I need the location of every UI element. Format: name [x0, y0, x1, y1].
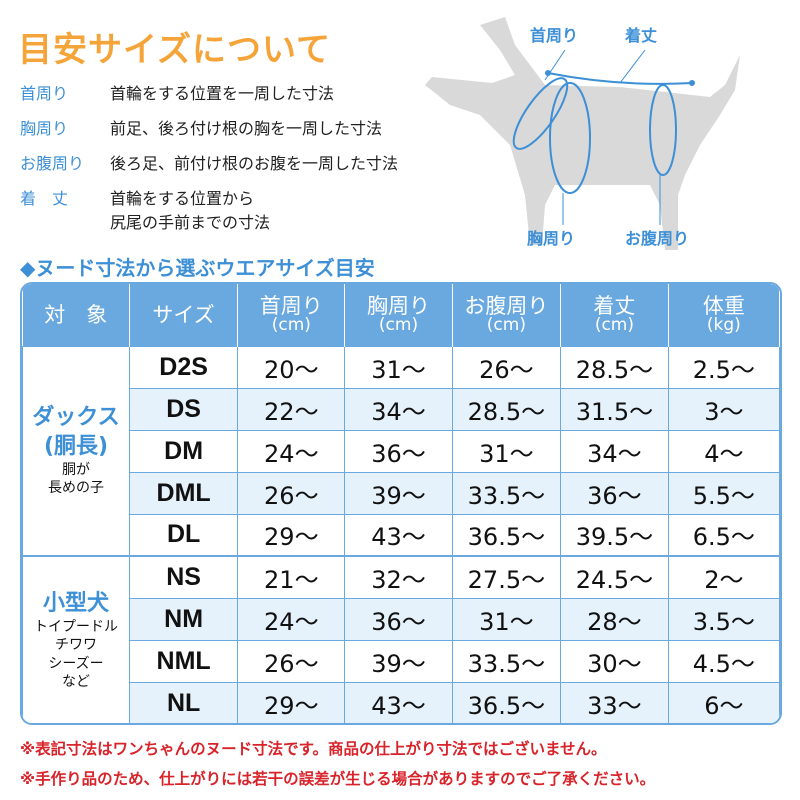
- value-cell: 2.5〜: [667, 345, 780, 389]
- column-header: サイズ: [129, 284, 239, 346]
- definition-belly: お腹周り 後ろ足、前付け根のお腹を一周した寸法: [20, 154, 399, 173]
- size-cell: NM: [129, 597, 239, 641]
- table-row: DS 22〜 34〜 28.5〜 31.5〜 3〜: [23, 387, 780, 431]
- value-cell: 27.5〜: [451, 555, 562, 599]
- label-neck: 首周り: [530, 26, 579, 45]
- label-belly: お腹周り: [625, 229, 690, 248]
- value-cell: 3.5〜: [667, 597, 780, 641]
- value-cell: 24〜: [237, 429, 346, 473]
- table-row: DML 26〜 39〜 33.5〜 36〜 5.5〜: [23, 471, 780, 515]
- value-cell: 36.5〜: [451, 681, 562, 723]
- value-cell: 5.5〜: [667, 471, 780, 515]
- size-cell: NS: [129, 555, 239, 599]
- size-cell: DM: [129, 429, 239, 473]
- value-cell: 34〜: [560, 429, 669, 473]
- size-cell: D2S: [129, 345, 239, 389]
- value-cell: 31〜: [451, 597, 562, 641]
- table-row: NL 29〜 43〜 36.5〜 33〜 6〜: [23, 681, 780, 723]
- value-cell: 28〜: [560, 597, 669, 641]
- value-cell: 24〜: [237, 597, 346, 641]
- value-cell: 21〜: [237, 555, 346, 599]
- size-cell: DS: [129, 387, 239, 431]
- value-cell: 31.5〜: [560, 387, 669, 431]
- value-cell: 30〜: [560, 639, 669, 683]
- value-cell: 6〜: [667, 681, 780, 723]
- definition-chest: 胸周り 前足、後ろ付け根の胸を一周した寸法: [20, 119, 383, 138]
- table-row: NM 24〜 36〜 31〜 28〜 3.5〜: [23, 597, 780, 641]
- table-row: ダックス (胴長) 胴が 長めの子 D2S 20〜 31〜 26〜 28.5〜 2.5〜: [22, 345, 780, 557]
- note-2: ※手作り品のため、仕上がりには若干の誤差が生じる場合がありますのでご了承ください…: [20, 770, 656, 788]
- table-row: NML 26〜 39〜 33.5〜 30〜 4.5〜: [23, 639, 780, 683]
- column-header: 胸周り (cm): [344, 284, 453, 346]
- size-cell: DML: [129, 471, 239, 515]
- size-cell: NL: [129, 681, 239, 723]
- value-cell: 36〜: [560, 471, 669, 515]
- value-cell: 29〜: [237, 513, 346, 557]
- column-header: 体重 (kg): [668, 284, 780, 346]
- section-title: ◆ヌード寸法から選ぶウエアサイズ目安: [20, 256, 375, 280]
- value-cell: 26〜: [237, 471, 346, 515]
- value-cell: 6.5〜: [667, 513, 780, 557]
- label-length: 着丈: [625, 26, 658, 45]
- column-header: 首周り (cm): [237, 284, 346, 346]
- value-cell: 36〜: [344, 597, 453, 641]
- dog-silhouette: [425, 17, 740, 250]
- size-table: 対 象サイズ 首周り (cm) 胸周り (cm) お腹周り (cm) 着丈 (cm) 体重 (kg)…: [20, 282, 782, 725]
- value-cell: 39.5〜: [560, 513, 669, 557]
- definition-length: 着 丈首輪をする位置から 尻尾の手前までの寸法: [20, 189, 271, 232]
- value-cell: 28.5〜: [560, 345, 669, 389]
- value-cell: 36.5〜: [451, 513, 562, 557]
- value-cell: 20〜: [237, 345, 346, 389]
- group-cell: ダックス (胴長) 胴が 長めの子: [22, 345, 131, 557]
- value-cell: 26〜: [237, 639, 346, 683]
- value-cell: 34〜: [344, 387, 453, 431]
- note-1: ※表記寸法はワンちゃんのヌード寸法です。商品の仕上がり寸法ではございません。: [20, 740, 607, 758]
- group-cell: 小型犬 トイプードル チワワ シーズー など: [22, 555, 131, 723]
- value-cell: 33.5〜: [451, 639, 562, 683]
- value-cell: 32〜: [344, 555, 453, 599]
- value-cell: 3〜: [667, 387, 780, 431]
- table-row: DM 24〜 36〜 31〜 34〜 4〜: [23, 429, 780, 473]
- value-cell: 4〜: [667, 429, 780, 473]
- value-cell: 33.5〜: [451, 471, 562, 515]
- table-row: DL 29〜 43〜 36.5〜 39.5〜 6.5〜: [23, 513, 780, 557]
- value-cell: 29〜: [237, 681, 346, 723]
- value-cell: 33〜: [560, 681, 669, 723]
- size-cell: NML: [129, 639, 239, 683]
- size-cell: DL: [129, 513, 239, 557]
- column-header: 着丈 (cm): [560, 284, 669, 346]
- value-cell: 31〜: [344, 345, 453, 389]
- dog-diagram: [425, 17, 740, 250]
- value-cell: 28.5〜: [451, 387, 562, 431]
- value-cell: 43〜: [344, 513, 453, 557]
- definition-neck: 首周り 首輪をする位置を一周した寸法: [20, 84, 335, 103]
- table-row: 小型犬 トイプードル チワワ シーズー など NS 21〜 32〜 27.5〜 24.5〜 2〜: [22, 555, 780, 723]
- value-cell: 36〜: [344, 429, 453, 473]
- value-cell: 39〜: [344, 471, 453, 515]
- value-cell: 39〜: [344, 639, 453, 683]
- value-cell: 22〜: [237, 387, 346, 431]
- page-title: 目安サイズについて: [18, 30, 331, 70]
- value-cell: 43〜: [344, 681, 453, 723]
- value-cell: 4.5〜: [667, 639, 780, 683]
- value-cell: 26〜: [451, 345, 562, 389]
- column-header: 対 象: [22, 284, 131, 346]
- label-chest: 胸周り: [527, 229, 576, 248]
- column-header: お腹周り (cm): [452, 284, 562, 346]
- value-cell: 2〜: [667, 555, 780, 599]
- value-cell: 24.5〜: [560, 555, 669, 599]
- value-cell: 31〜: [451, 429, 562, 473]
